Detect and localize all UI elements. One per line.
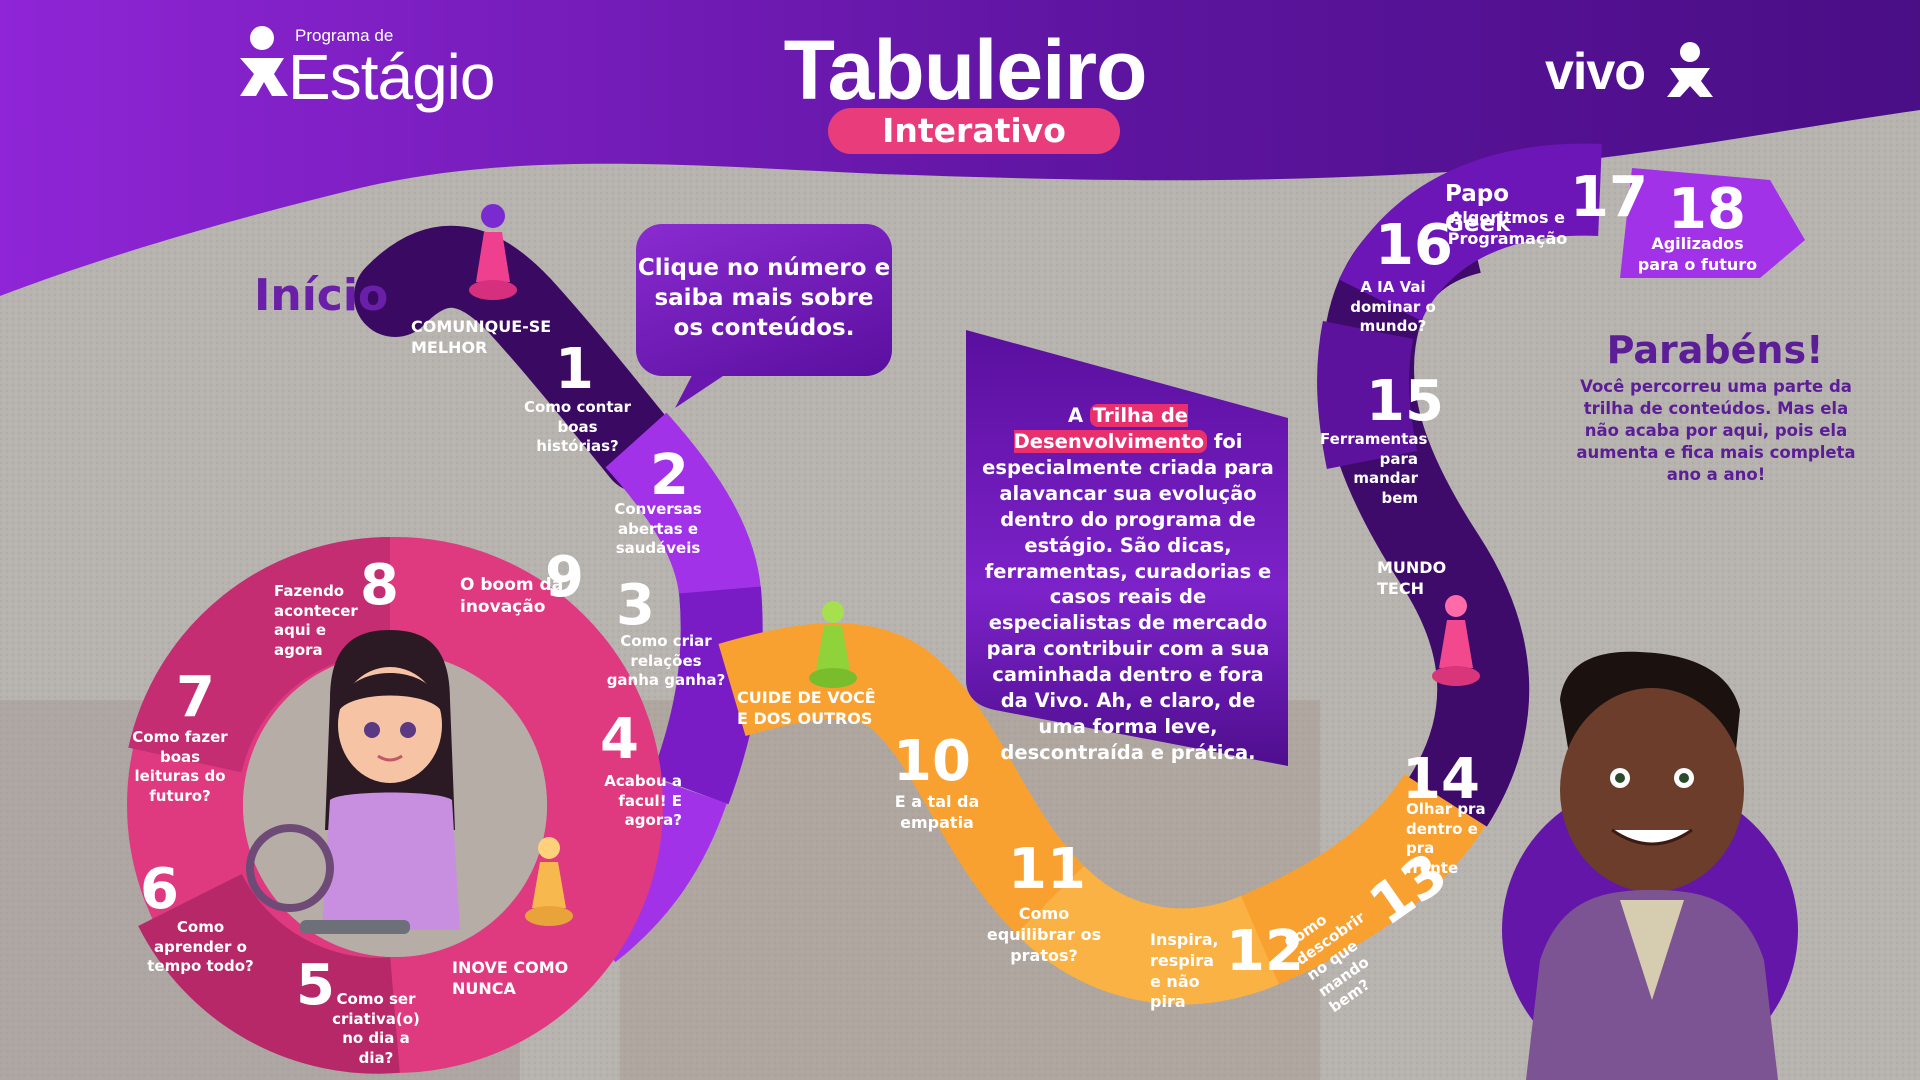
track-orange-light — [1016, 865, 1279, 1005]
track-tech-mid — [1317, 320, 1418, 470]
congrats-title: Parabéns! — [1606, 328, 1824, 372]
step-18-label[interactable]: Agilizados para o futuro — [1637, 234, 1758, 274]
girl-character — [246, 630, 460, 934]
track-2[interactable] — [605, 412, 761, 598]
estagio-person-icon — [240, 26, 288, 96]
step-5-number[interactable]: 5 — [296, 953, 335, 1018]
congrats-body: Você percorreu uma parte da trilha de co… — [1576, 377, 1856, 484]
step-17-title[interactable]: Papo Geek — [1445, 181, 1511, 237]
program-label-big: Estágio — [288, 41, 495, 113]
step-5-label[interactable]: Como ser criativa(o) no dia a dia? — [332, 990, 420, 1067]
step-6-number[interactable]: 6 — [140, 857, 179, 922]
zone-mundo-tech: MUNDO TECH — [1377, 558, 1447, 598]
step-9-number[interactable]: 9 — [545, 545, 584, 610]
step-16-number[interactable]: 16 — [1375, 213, 1453, 278]
pawn-yellow-icon — [525, 837, 573, 926]
track-3-4[interactable] — [651, 586, 763, 805]
step-17-number[interactable]: 17 — [1570, 165, 1648, 230]
instruction-bubble: Clique no número e saiba mais sobre os c… — [636, 224, 892, 376]
step-3-label[interactable]: Como criar relações ganha ganha? — [606, 632, 726, 689]
step-12-label[interactable]: Inspira, respira e não pira — [1150, 930, 1219, 1012]
step-18-number[interactable]: 18 — [1668, 177, 1746, 242]
step-4-number[interactable]: 4 — [600, 707, 639, 772]
info-body: foi especialmente criada para alavancar … — [982, 429, 1274, 764]
step-4-label[interactable]: Acabou a facul! E agora? — [604, 772, 682, 829]
zone-inove: INOVE COMO NUNCA — [452, 958, 569, 998]
step-11-number[interactable]: 11 — [1008, 837, 1086, 902]
info-highlight: Trilha de Desenvolvimento — [1013, 404, 1208, 453]
zone-comunique: COMUNIQUE-SE MELHOR — [411, 317, 552, 357]
step-14-label[interactable]: Olhar pra dentro e pra frente — [1406, 800, 1486, 877]
step-7-number[interactable]: 7 — [176, 665, 215, 730]
step-15-number[interactable]: 15 — [1366, 369, 1444, 434]
step-9-label[interactable]: O boom da inovação — [460, 575, 564, 618]
step-12-number[interactable]: 12 — [1226, 919, 1304, 984]
step-8-number[interactable]: 8 — [360, 553, 399, 618]
step-8-label[interactable]: Fazendo acontecer aqui e agora — [274, 582, 358, 659]
step-1-number[interactable]: 1 — [555, 337, 594, 402]
step-7-label[interactable]: Como fazer boas leituras do futuro? — [132, 728, 228, 805]
step-3-number[interactable]: 3 — [616, 573, 655, 638]
page-subtitle: Interativo — [828, 108, 1120, 154]
step-17-label[interactable]: Algoritmos e Programação — [1447, 208, 1568, 248]
step-10-label[interactable]: E a tal da empatia — [894, 792, 980, 832]
track-arrow-18[interactable] — [1620, 168, 1805, 278]
track-ring-dark — [128, 537, 392, 774]
vivo-person-icon — [1667, 42, 1713, 97]
boy-character — [1526, 651, 1778, 1080]
track-geek[interactable] — [1338, 143, 1602, 322]
info-prefix: A — [1067, 404, 1084, 427]
step-15-label[interactable]: Ferramentas para mandar bem — [1320, 430, 1428, 507]
info-text: A Trilha de Desenvolvimento foi especial… — [978, 403, 1278, 766]
step-2-number[interactable]: 2 — [650, 443, 689, 508]
vivo-logo: vivo — [1545, 43, 1646, 101]
step-14-number[interactable]: 14 — [1402, 747, 1480, 812]
pawn-green-icon — [809, 601, 857, 688]
track-ring-light — [138, 872, 400, 1074]
step-6-label[interactable]: Como aprender o tempo todo? — [147, 918, 254, 975]
step-1-label[interactable]: Como contar boas histórias? — [523, 398, 632, 455]
instruction-text: Clique no número e saiba mais sobre os c… — [637, 255, 891, 341]
step-2-label[interactable]: Conversas abertas e saudáveis — [614, 500, 702, 557]
pawn-pink-start-icon — [469, 204, 517, 300]
pawn-pink-tech-icon — [1432, 595, 1480, 686]
zone-cuide: CUIDE DE VOCÊ E DOS OUTROS — [737, 688, 876, 728]
program-label-small: Programa de — [295, 26, 394, 45]
step-11-label[interactable]: Como equilibrar os pratos? — [986, 904, 1102, 965]
track-1[interactable] — [354, 225, 683, 493]
step-10-number[interactable]: 10 — [893, 729, 971, 794]
page-title: Tabuleiro — [783, 23, 1148, 117]
start-label: Início — [254, 270, 389, 321]
step-16-label[interactable]: A IA Vai dominar o mundo? — [1350, 278, 1436, 335]
